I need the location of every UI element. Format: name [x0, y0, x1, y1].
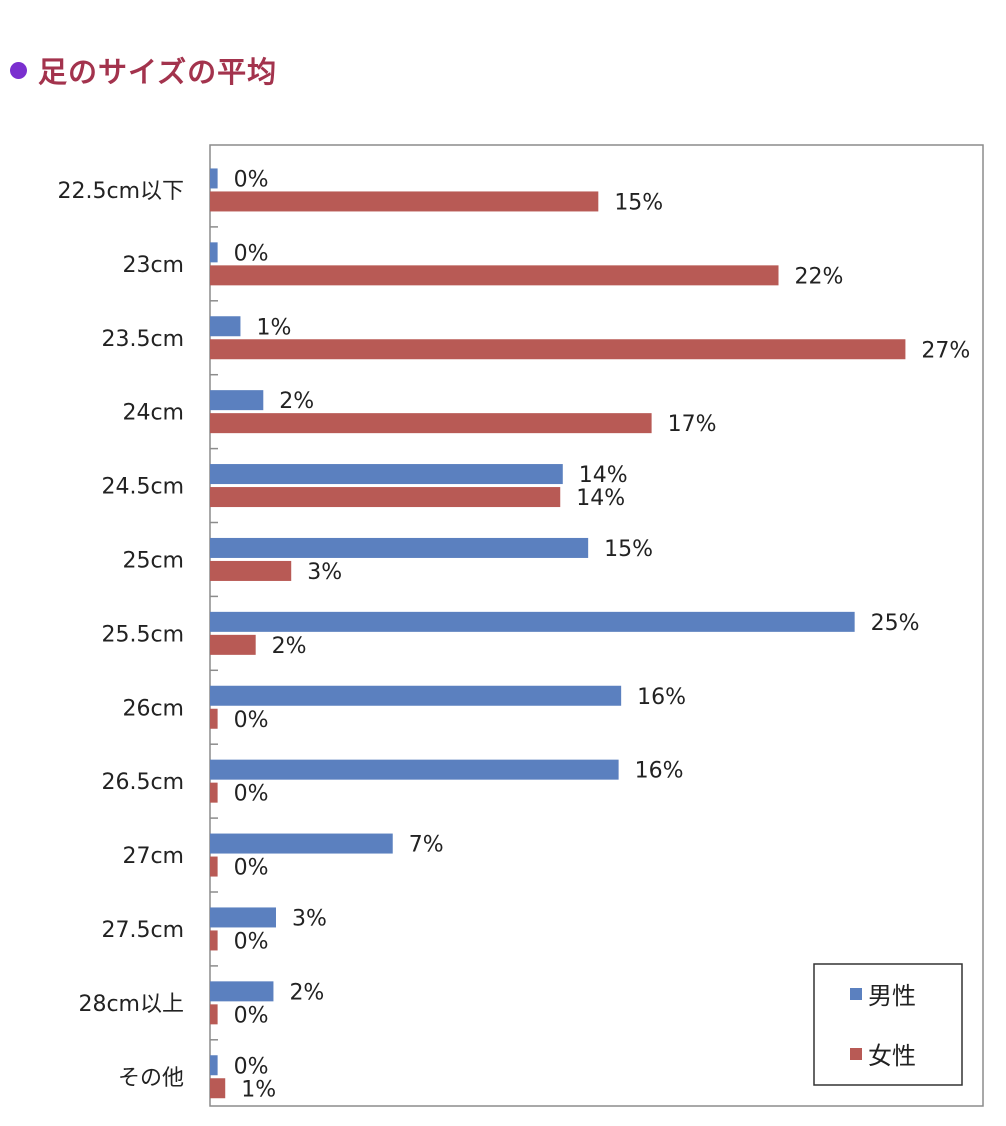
- legend: 男性 女性: [813, 963, 963, 1086]
- bar-female: [210, 339, 906, 360]
- bar-male: [210, 907, 276, 928]
- bar-female: [210, 413, 652, 434]
- bar-male: [210, 1055, 218, 1076]
- bar-female: [210, 708, 218, 729]
- data-label: 16%: [637, 685, 686, 710]
- data-label: 3%: [307, 560, 342, 585]
- bar-male: [210, 168, 218, 189]
- bar-female: [210, 634, 256, 655]
- data-label: 0%: [234, 782, 269, 807]
- legend-swatch-male: [850, 988, 862, 1000]
- bullet-dot-icon: [10, 61, 27, 79]
- y-tick-label: 27.5cm: [101, 918, 184, 943]
- y-tick-label: 23cm: [122, 253, 184, 278]
- bar-male: [210, 242, 218, 263]
- y-tick-label: 25cm: [122, 548, 184, 573]
- data-label: 0%: [234, 708, 269, 733]
- data-label: 25%: [871, 611, 920, 636]
- data-label: 0%: [234, 167, 269, 192]
- data-labels-group: 0% 15% 0% 22% 1% 27% 2% 17% 14%14% 15% 3% 25% 2% 16% 0…: [234, 167, 971, 1102]
- bar-male: [210, 833, 393, 854]
- y-tick-label: 24.5cm: [101, 475, 184, 500]
- legend-label-male: 男性: [868, 982, 916, 1010]
- bars-group: [210, 168, 906, 1099]
- bar-female: [210, 560, 292, 581]
- bar-female: [210, 191, 599, 212]
- data-label: 22%: [795, 264, 844, 289]
- bar-male: [210, 537, 589, 558]
- data-label: 0%: [234, 929, 269, 954]
- y-tick-label: 27cm: [122, 844, 184, 869]
- data-label: 27%: [921, 338, 970, 363]
- bar-female: [210, 782, 218, 803]
- bar-male: [210, 981, 274, 1002]
- legend-label-female: 女性: [868, 1042, 916, 1070]
- y-tick-label: 23.5cm: [101, 327, 184, 352]
- data-label: 7%: [409, 833, 444, 858]
- y-tick-label: 26cm: [122, 696, 184, 721]
- bar-male: [210, 685, 622, 706]
- bar-male: [210, 611, 855, 632]
- y-tick-label: 28cm以上: [78, 992, 184, 1017]
- y-tick-label: 25.5cm: [101, 622, 184, 647]
- bar-male: [210, 464, 563, 485]
- y-tick-label: その他: [118, 1066, 184, 1091]
- data-label: 1%: [256, 315, 291, 340]
- bar-female: [210, 930, 218, 951]
- data-label: 2%: [272, 634, 307, 659]
- data-label: 14%: [579, 463, 628, 488]
- y-tick-label: 24cm: [122, 401, 184, 426]
- data-label: 0%: [234, 1003, 269, 1028]
- data-label: 2%: [279, 389, 314, 414]
- bar-male: [210, 316, 241, 337]
- data-label: 17%: [668, 412, 717, 437]
- data-label: 2%: [289, 980, 324, 1005]
- bar-female: [210, 1004, 218, 1025]
- bar-female: [210, 1078, 226, 1099]
- y-tick-label: 26.5cm: [101, 770, 184, 795]
- legend-box: [813, 963, 963, 1086]
- page-title: 足のサイズの平均: [38, 55, 278, 89]
- data-label: 16%: [635, 759, 684, 784]
- data-label: 0%: [234, 1054, 269, 1079]
- bar-female: [210, 856, 218, 877]
- y-tick-label: 22.5cm以下: [57, 179, 184, 204]
- bar-female: [210, 265, 779, 286]
- bar-female: [210, 487, 561, 508]
- section-heading: 足のサイズの平均: [10, 50, 277, 90]
- data-label: 1%: [241, 1077, 276, 1102]
- data-label: 14%: [576, 486, 625, 511]
- data-label: 15%: [614, 190, 663, 215]
- legend-swatch-female: [850, 1048, 862, 1060]
- data-label: 15%: [604, 537, 653, 562]
- data-label: 0%: [234, 856, 269, 881]
- bar-male: [210, 390, 264, 411]
- data-label: 3%: [292, 906, 327, 931]
- y-axis: 22.5cm以下 23cm 23.5cm 24cm 24.5cm 25cm 25.5cm 26…: [57, 179, 218, 1091]
- data-label: 0%: [234, 241, 269, 266]
- bar-male: [210, 759, 619, 780]
